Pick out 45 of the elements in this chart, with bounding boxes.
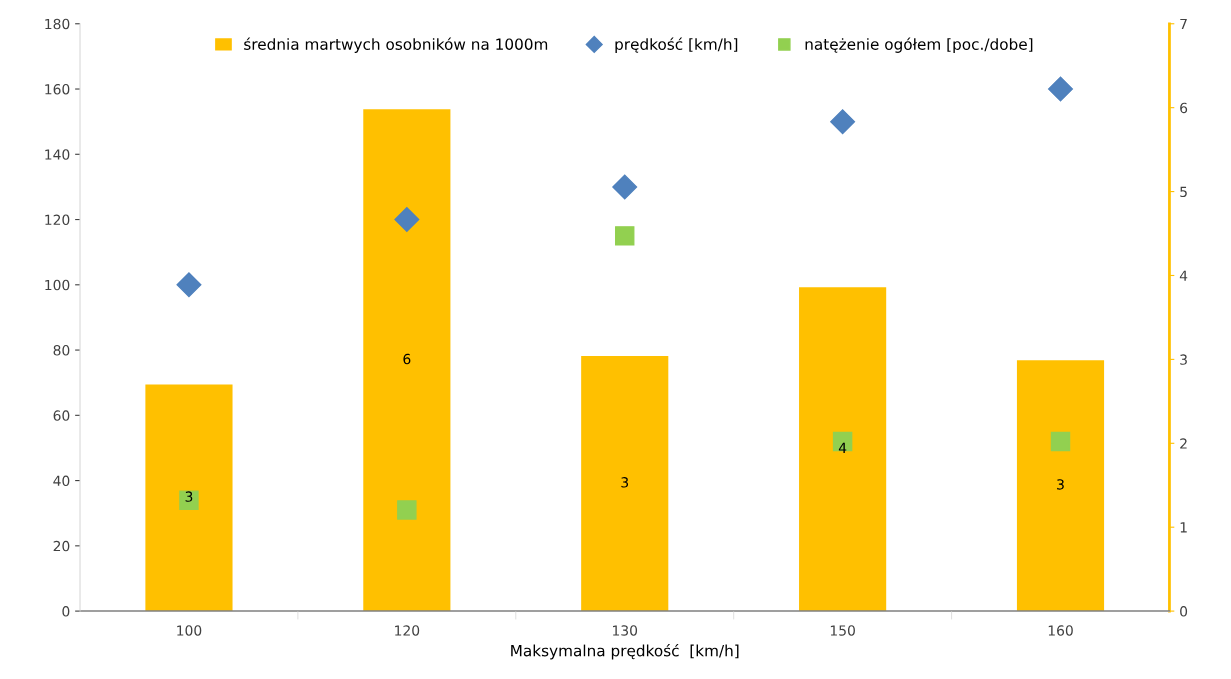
y-tick-label: 100 [45,279,70,291]
y2-tick-label: 0 [1180,606,1188,617]
bar [1016,360,1105,612]
y-tick-label: 0 [62,606,70,617]
y-tick-label: 60 [53,410,70,421]
bar [363,109,451,612]
point [1050,431,1071,452]
legend-label: średnia martwych osobników na 1000m [244,37,548,53]
y2-tick-label: 5 [1180,186,1187,198]
y2-tick-label: 4 [1179,270,1188,281]
y-tick-label: 140 [45,149,70,160]
y2-tick-label: 7 [1180,18,1187,30]
y-tick-label: 40 [53,475,70,487]
y2-tick-label: 6 [1180,102,1188,114]
y-tick-label: 180 [45,18,70,30]
y2-tick-label: 2 [1180,438,1187,449]
point [1048,76,1073,102]
data-label: 3 [621,477,629,488]
data-label: 6 [403,353,411,365]
point [830,109,856,135]
data-label: 4 [838,442,847,453]
x-tick-label: 120 [395,625,420,636]
x-tick-label: 130 [613,625,638,636]
legend-label: prędkość [km/h] [615,37,738,53]
point [397,500,417,520]
point [612,174,638,200]
legend-label: natężenie ogółem [poc./dobe] [805,37,1033,53]
bar [145,384,233,612]
y-tick-label: 160 [45,83,70,95]
y-tick-label: 120 [45,214,70,226]
point [394,207,420,233]
data-label: 3 [185,491,193,502]
y2-tick-label: 3 [1180,354,1187,365]
y2-tick-label: 1 [1180,522,1187,533]
bar [799,287,887,612]
bar [581,356,669,612]
y-tick-label: 20 [53,540,70,552]
point [176,272,202,298]
point [615,226,635,246]
x-tick-label: 160 [1048,625,1073,636]
x-tick-label: 100 [177,625,202,636]
x-tick-label: 150 [830,625,855,636]
y-tick-label: 80 [53,345,70,356]
data-label: 3 [1057,479,1064,490]
x-axis-title: Maksymalna prędkość [km/h] [511,643,739,660]
